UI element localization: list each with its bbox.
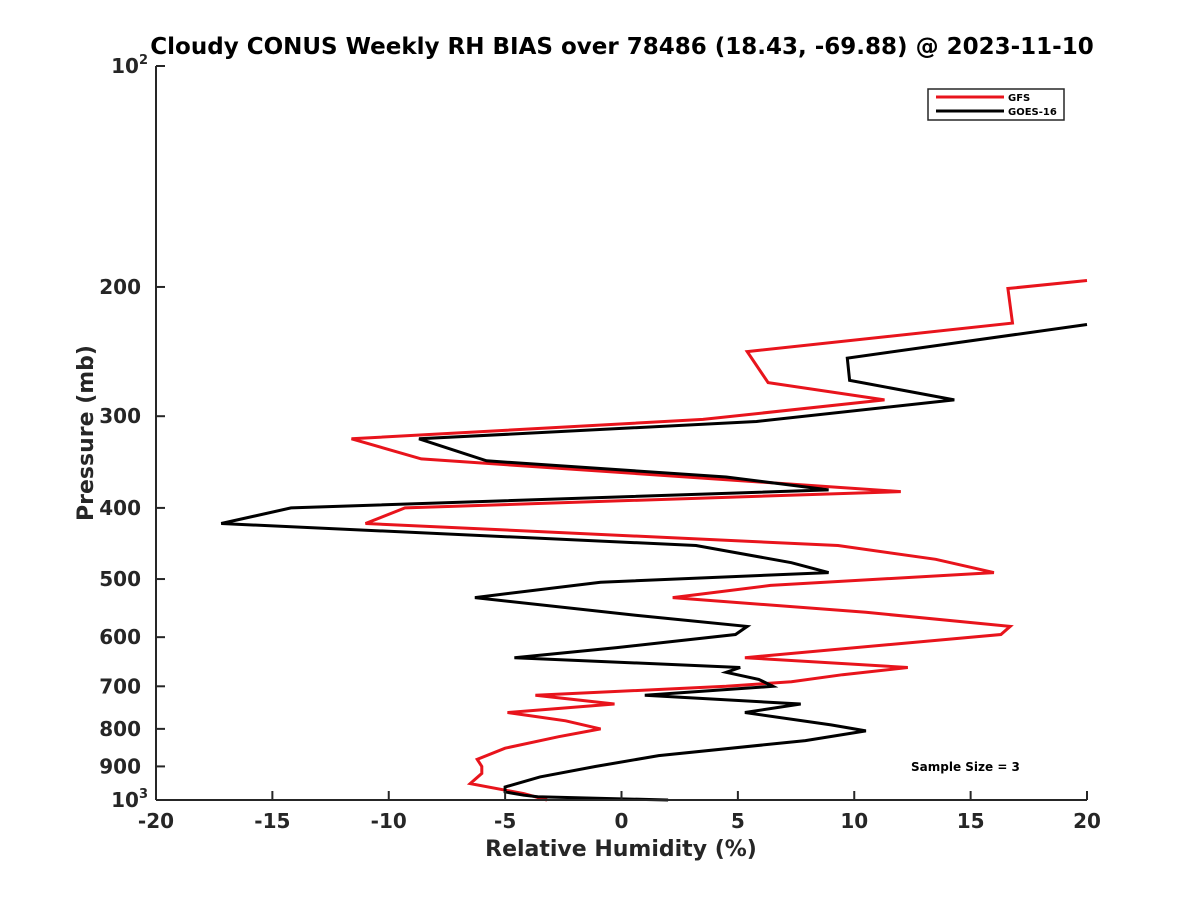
- x-ticks: -20 -15 -10 -5 0 5 10 15 20: [138, 791, 1101, 833]
- x-tick-label: -15: [254, 809, 290, 833]
- series-line-gfs: [351, 279, 1088, 802]
- y-tick-label: 900: [99, 754, 141, 778]
- x-axis-label: Relative Humidity (%): [485, 837, 757, 862]
- y-tick-label: 500: [99, 567, 141, 591]
- x-tick-label: 0: [615, 809, 629, 833]
- x-tick-label: 5: [731, 809, 745, 833]
- x-tick-label: -5: [494, 809, 516, 833]
- y-axis-label: Pressure (mb): [74, 345, 99, 521]
- x-tick-label: 10: [840, 809, 868, 833]
- y-tick-label: 103: [111, 787, 148, 812]
- y-tick-label: 102: [111, 53, 148, 78]
- y-tick-label: 200: [99, 275, 141, 299]
- x-tick-label: 15: [957, 809, 985, 833]
- chart-title: Cloudy CONUS Weekly RH BIAS over 78486 (…: [150, 34, 1093, 60]
- legend-label-goes16: GOES-16: [1008, 107, 1057, 118]
- y-ticks: 102 200 300 400 500 600 700 800 900 103: [99, 53, 165, 812]
- y-tick-label: 300: [99, 404, 141, 428]
- y-tick-label: 400: [99, 496, 141, 520]
- y-tick-label: 600: [99, 625, 141, 649]
- legend-label-gfs: GFS: [1008, 93, 1030, 104]
- x-tick-label: -10: [371, 809, 407, 833]
- y-tick-label: 700: [99, 674, 141, 698]
- x-tick-label: 20: [1073, 809, 1101, 833]
- sample-size-annotation: Sample Size = 3: [911, 760, 1020, 774]
- series-layer: [220, 279, 1088, 802]
- series-line-goes16: [220, 323, 1088, 802]
- legend-box: [927, 88, 1065, 121]
- x-tick-label: -20: [138, 809, 174, 833]
- y-tick-label: 800: [99, 717, 141, 741]
- legend: GFS GOES-16: [927, 88, 1065, 121]
